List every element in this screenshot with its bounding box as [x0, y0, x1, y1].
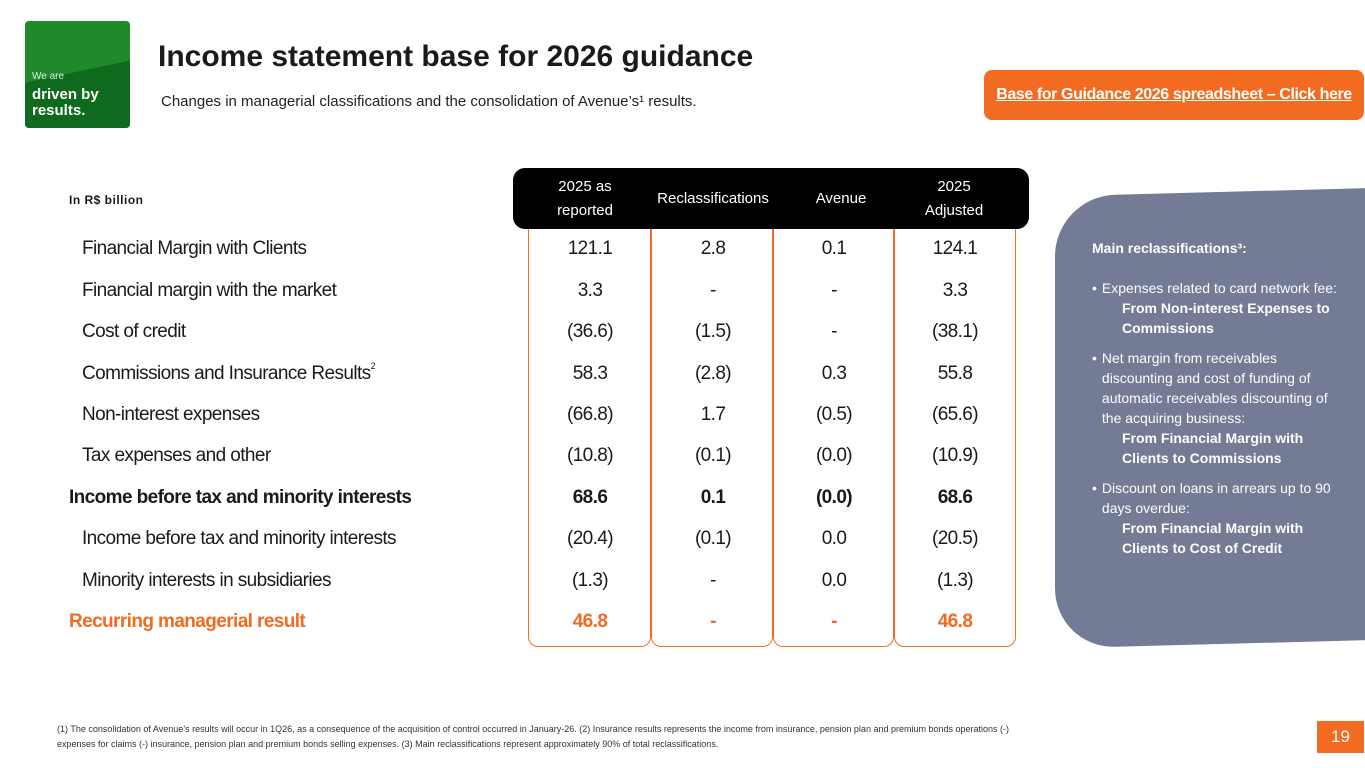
- table-cell: 3.3: [942, 280, 968, 301]
- table-cell: (2.8): [694, 363, 732, 384]
- table-cell: (1.3): [571, 570, 609, 591]
- table-cell: 121.1: [567, 238, 613, 259]
- table-cell: -: [831, 280, 837, 301]
- page-title: Income statement base for 2026 guidance: [158, 40, 754, 73]
- table-cell: 3.3: [577, 280, 603, 301]
- row-label: Financial Margin with Clients: [82, 238, 307, 259]
- brand-logo: We are driven by results.: [25, 21, 130, 128]
- row-label: Cost of credit: [82, 321, 186, 342]
- table-cell: (38.1): [931, 321, 979, 342]
- table-cell: 0.1: [821, 238, 847, 259]
- table-cell: (0.0): [815, 487, 853, 508]
- table-row: Cost of credit (36.6) (1.5) - (38.1): [0, 313, 1030, 354]
- table-cell: 68.6: [937, 487, 973, 508]
- row-label: Non-interest expenses: [82, 404, 260, 425]
- table-row: Recurring managerial result 46.8 - - 46.8: [0, 603, 1030, 644]
- row-label: Financial margin with the market: [82, 280, 337, 301]
- column-outline: [773, 200, 894, 647]
- table-cell: -: [831, 611, 837, 632]
- table-cell: (0.1): [694, 528, 732, 549]
- row-label: Minority interests in subsidiaries: [82, 570, 331, 591]
- column-header: Reclassifications: [657, 189, 769, 207]
- page-subtitle: Changes in managerial classifications an…: [161, 93, 697, 110]
- table-cell: (1.3): [936, 570, 974, 591]
- column-header: 2025 Adjusted: [924, 177, 984, 219]
- list-item-detail: From Financial Margin with Clients to Co…: [1122, 520, 1304, 556]
- table-row: Non-interest expenses (66.8) 1.7 (0.5) (65.6…: [0, 396, 1030, 437]
- table-cell: (0.0): [815, 445, 853, 466]
- table-cell: (66.8): [566, 404, 614, 425]
- table-row: Commissions and Insurance Results2 58.3 (2…: [0, 355, 1030, 396]
- table-cell: (10.8): [566, 445, 614, 466]
- table-row: Financial Margin with Clients 121.1 2.8 0.1…: [0, 230, 1030, 271]
- column-header: 2025 as reported: [557, 177, 613, 219]
- table-cell: (36.6): [566, 321, 614, 342]
- row-label: Recurring managerial result: [69, 611, 306, 632]
- table-cell: 46.8: [572, 611, 608, 632]
- footnote-marker: 2: [370, 361, 376, 371]
- column-outline: [528, 200, 651, 647]
- logo-tagline: driven by results.: [32, 86, 99, 119]
- table-cell: 1.7: [700, 404, 726, 425]
- table-cell: (1.5): [694, 321, 732, 342]
- footnote: (1) The consolidation of Avenue’s result…: [57, 724, 1010, 749]
- list-item: • Net margin from receivables discounting…: [1092, 350, 1328, 426]
- list-item-detail: From Non-interest Expenses to Commission…: [1122, 300, 1330, 336]
- row-label: Income before tax and minority interests: [82, 528, 397, 549]
- table-row: Income before tax and minority interests…: [0, 520, 1030, 561]
- table-cell: (10.9): [931, 445, 979, 466]
- table-cell: -: [831, 321, 837, 342]
- side-panel-title: Main reclassifications³:: [1092, 240, 1247, 256]
- column-header: Avenue: [815, 189, 867, 207]
- table-cell: 0.0: [821, 528, 847, 549]
- table-cell: (20.4): [566, 528, 614, 549]
- table-row: Minority interests in subsidiaries (1.3) -…: [0, 562, 1030, 603]
- list-item-detail: From Financial Margin with Clients to Co…: [1122, 430, 1304, 466]
- row-label: Commissions and Insurance Results2: [82, 361, 376, 384]
- page-number: 19: [1317, 721, 1364, 753]
- list-item: • Discount on loans in arrears up to 90 d…: [1092, 480, 1331, 516]
- table-cell: 2.8: [700, 238, 726, 259]
- column-outline: [894, 200, 1016, 647]
- list-item: • Expenses related to card network fee:: [1092, 280, 1337, 296]
- table-row: Income before tax and minority interests…: [0, 479, 1030, 520]
- table-cell: -: [710, 570, 716, 591]
- table-cell: 68.6: [572, 487, 608, 508]
- table-cell: 0.0: [821, 570, 847, 591]
- side-panel: Main reclassifications³: • Expenses relat…: [1092, 238, 1347, 568]
- table-cell: (20.5): [931, 528, 979, 549]
- logo-tagline-small: We are: [32, 71, 65, 82]
- table-cell: 0.3: [821, 363, 847, 384]
- guidance-spreadsheet-link[interactable]: Base for Guidance 2026 spreadsheet – Cli…: [984, 70, 1364, 120]
- table-header-bar: [513, 168, 1029, 229]
- table-cell: -: [710, 611, 716, 632]
- table-cell: 58.3: [572, 363, 608, 384]
- table-cell: (0.5): [815, 404, 853, 425]
- table-cell: (65.6): [931, 404, 979, 425]
- table-row: Financial margin with the market 3.3 - - 3.3: [0, 272, 1030, 313]
- table-cell: -: [710, 280, 716, 301]
- table-cell: 55.8: [937, 363, 973, 384]
- table-cell: 46.8: [937, 611, 973, 632]
- table-row: Tax expenses and other (10.8) (0.1) (0.0) (1…: [0, 437, 1030, 478]
- table-cell: 0.1: [700, 487, 726, 508]
- column-outline: [651, 200, 773, 647]
- row-label: Income before tax and minority interests: [69, 487, 412, 508]
- table-cell: (0.1): [694, 445, 732, 466]
- table-cell: 124.1: [932, 238, 978, 259]
- row-label: Tax expenses and other: [82, 445, 271, 466]
- unit-label: In R$ billion: [69, 193, 144, 207]
